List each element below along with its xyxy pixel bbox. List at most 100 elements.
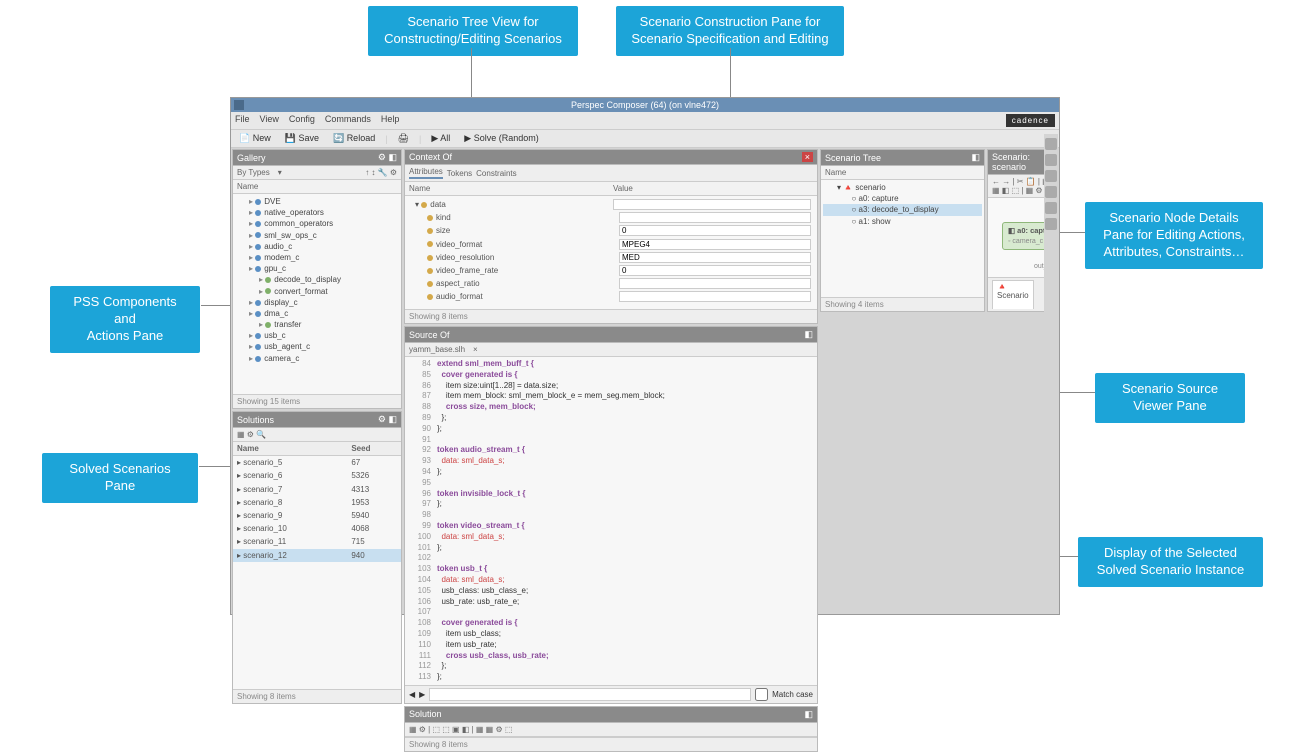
search-prev-icon[interactable]: ◀: [409, 690, 415, 699]
search-input[interactable]: [429, 688, 751, 701]
gallery-item[interactable]: ▸ camera_c: [235, 353, 399, 364]
pane-controls-icon[interactable]: ⚙ ◧: [378, 414, 397, 425]
left-column: Gallery⚙ ◧ By Types ▾ ↑ ↕ 🔧 ⚙ Name ▸ DVE…: [231, 148, 403, 705]
scenario-tree-body[interactable]: ▾ 🔺 scenario ○ a0: capture ○ a3: decode_…: [821, 180, 984, 297]
source-line: 104 data: sml_data_s;: [407, 575, 815, 586]
source-line: 95: [407, 478, 815, 489]
gallery-item[interactable]: ▸ DVE: [235, 196, 399, 207]
menu-file[interactable]: File: [235, 114, 250, 127]
new-button[interactable]: 📄 New: [235, 132, 275, 145]
strip-icon[interactable]: [1045, 138, 1057, 150]
gallery-head: Gallery⚙ ◧: [233, 150, 401, 166]
scenario-tree-item[interactable]: ○ a1: show: [823, 216, 982, 227]
leader-line: [1059, 232, 1085, 233]
callout-source-viewer: Scenario SourceViewer Pane: [1095, 373, 1245, 423]
attr-row: audio_format: [407, 290, 815, 303]
attr-input[interactable]: [619, 252, 811, 263]
solution-row[interactable]: ▸ scenario_65326: [233, 469, 401, 482]
attr-input[interactable]: [619, 278, 811, 289]
gallery-item[interactable]: ▸ decode_to_display: [235, 274, 399, 285]
all-button[interactable]: ▶ All: [427, 132, 454, 145]
menu-view[interactable]: View: [260, 114, 279, 127]
source-line: 109 item usb_class;: [407, 629, 815, 640]
tab-constraints[interactable]: Constraints: [476, 169, 516, 178]
source-line: 98: [407, 510, 815, 521]
strip-icon[interactable]: [1045, 186, 1057, 198]
main-toolbar: 📄 New 💾 Save 🔄 Reload | 🖨 | ▶ All ▶ Solv…: [231, 129, 1059, 148]
solution-row[interactable]: ▸ scenario_104068: [233, 522, 401, 535]
solutions-tools: ▦ ⚙ 🔍: [233, 428, 401, 442]
gallery-item[interactable]: ▸ audio_c: [235, 241, 399, 252]
strip-icon[interactable]: [1045, 202, 1057, 214]
save-button[interactable]: 💾 Save: [281, 132, 323, 145]
menu-config[interactable]: Config: [289, 114, 315, 127]
strip-icon[interactable]: [1045, 170, 1057, 182]
strip-icon[interactable]: [1045, 154, 1057, 166]
leader-line: [199, 466, 233, 467]
source-search-bar: ◀ ▶ Match case: [405, 685, 817, 703]
match-case-checkbox[interactable]: [755, 688, 768, 701]
attr-input[interactable]: [619, 239, 811, 250]
solution-footer: Showing 8 items: [405, 737, 817, 751]
tool-icons[interactable]: ▦ ⚙ | ⬚ ⬚ ▣ ◧ | ▦ ▦ ⚙ ⬚: [409, 725, 512, 734]
solve-button[interactable]: ▶ Solve (Random): [460, 132, 542, 145]
solution-row[interactable]: ▸ scenario_74313: [233, 483, 401, 496]
tab-tokens[interactable]: Tokens: [447, 169, 472, 178]
match-case-label: Match case: [772, 690, 813, 699]
attr-input[interactable]: [619, 212, 811, 223]
attr-input[interactable]: [619, 265, 811, 276]
col-name[interactable]: Name: [233, 442, 347, 456]
scenario-tree-item[interactable]: ○ a3: decode_to_display: [823, 204, 982, 215]
callout-text: Solved Scenarios Pane: [69, 461, 170, 493]
print-icon[interactable]: 🖨: [394, 132, 413, 145]
solution-row[interactable]: ▸ scenario_95940: [233, 509, 401, 522]
close-tab-icon[interactable]: ×: [473, 345, 478, 354]
source-file-tab[interactable]: yamm_base.slh: [409, 345, 465, 354]
filter-dropdown-icon[interactable]: ▾: [278, 168, 282, 177]
scenario-tree-item[interactable]: ○ a0: capture: [823, 193, 982, 204]
gallery-item[interactable]: ▸ usb_c: [235, 330, 399, 341]
context-footer: Showing 8 items: [405, 309, 817, 323]
tab-scenario[interactable]: 🔺 Scenario: [992, 280, 1034, 309]
tool-icons[interactable]: ▦ ⚙ 🔍: [237, 430, 266, 439]
solution-row[interactable]: ▸ scenario_12940: [233, 549, 401, 562]
source-head: Source Of◧: [405, 327, 817, 343]
gallery-item[interactable]: ▸ sml_sw_ops_c: [235, 230, 399, 241]
window-title: Perspec Composer (64) (on vlne472): [571, 100, 719, 110]
source-body[interactable]: 84extend sml_mem_buff_t {85 cover genera…: [405, 357, 817, 685]
gallery-item[interactable]: ▸ modem_c: [235, 252, 399, 263]
menu-help[interactable]: Help: [381, 114, 400, 127]
solution-row[interactable]: ▸ scenario_81953: [233, 496, 401, 509]
attr-input[interactable]: [619, 291, 811, 302]
gallery-item[interactable]: ▸ transfer: [235, 319, 399, 330]
gallery-item[interactable]: ▸ gpu_c: [235, 263, 399, 274]
ide-body: Gallery⚙ ◧ By Types ▾ ↑ ↕ 🔧 ⚙ Name ▸ DVE…: [231, 148, 1059, 753]
search-next-icon[interactable]: ▶: [419, 690, 425, 699]
attr-input[interactable]: [613, 199, 811, 210]
solutions-body[interactable]: NameSeed ▸ scenario_567▸ scenario_65326▸…: [233, 442, 401, 689]
tool-icons[interactable]: ↑ ↕ 🔧 ⚙: [365, 168, 397, 177]
source-line: 103token usb_t {: [407, 564, 815, 575]
scenario-tree-item[interactable]: ▾ 🔺 scenario: [823, 182, 982, 193]
gallery-item[interactable]: ▸ usb_agent_c: [235, 341, 399, 352]
menu-commands[interactable]: Commands: [325, 114, 371, 127]
pane-controls-icon[interactable]: ◧: [804, 329, 813, 340]
col-seed[interactable]: Seed: [347, 442, 401, 456]
tab-attributes[interactable]: Attributes: [409, 167, 443, 179]
context-body: ▾ data kind size video_format video_reso…: [405, 196, 817, 309]
attr-input[interactable]: [619, 225, 811, 236]
pane-controls-icon[interactable]: ◧: [971, 152, 980, 163]
gallery-item[interactable]: ▸ native_operators: [235, 207, 399, 218]
pane-controls-icon[interactable]: ◧: [804, 709, 813, 720]
close-icon[interactable]: ×: [802, 152, 813, 162]
gallery-item[interactable]: ▸ convert_format: [235, 286, 399, 297]
reload-button[interactable]: 🔄 Reload: [329, 132, 379, 145]
pane-controls-icon[interactable]: ⚙ ◧: [378, 152, 397, 163]
gallery-item[interactable]: ▸ display_c: [235, 297, 399, 308]
gallery-item[interactable]: ▸ dma_c: [235, 308, 399, 319]
gallery-item[interactable]: ▸ common_operators: [235, 218, 399, 229]
solution-row[interactable]: ▸ scenario_11715: [233, 535, 401, 548]
gallery-body[interactable]: ▸ DVE▸ native_operators▸ common_operator…: [233, 194, 401, 394]
strip-icon[interactable]: [1045, 218, 1057, 230]
solution-row[interactable]: ▸ scenario_567: [233, 456, 401, 470]
